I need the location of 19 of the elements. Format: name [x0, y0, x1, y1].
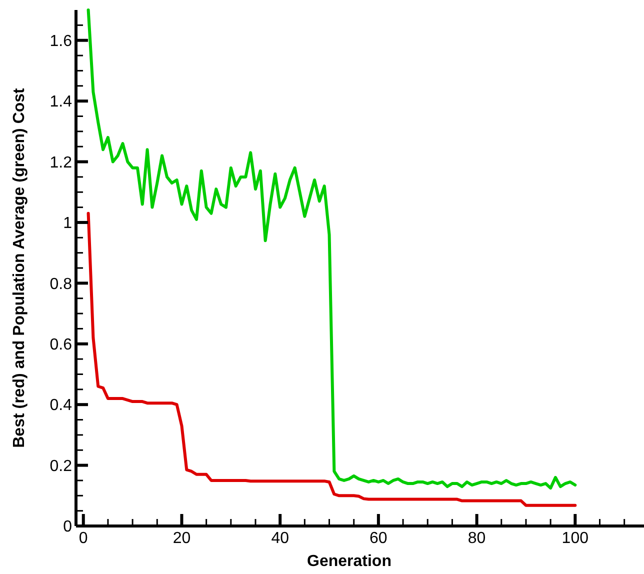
y-tick-label: 0.6	[50, 336, 72, 354]
y-axis-title: Best (red) and Population Average (green) Cost	[11, 87, 28, 448]
y-tick-label: 0.2	[50, 458, 72, 475]
y-tick-label: 1.2	[50, 154, 72, 172]
y-tick-label: 0.4	[50, 397, 72, 414]
x-tick-label: 80	[468, 530, 486, 547]
line-series	[86, 212, 577, 507]
x-tick-label: 0	[78, 530, 88, 547]
x-axis-title: Generation	[307, 553, 392, 570]
line-series	[86, 8, 577, 490]
y-tick-label: 1	[63, 215, 72, 232]
y-tick-label: 0	[63, 518, 72, 536]
y-tick-label: 1.6	[50, 32, 72, 50]
y-tick-label: 1.4	[50, 94, 72, 111]
y-tick-label: 0.8	[50, 276, 72, 293]
x-tick-label: 60	[370, 530, 388, 547]
x-tick-label: 20	[172, 530, 191, 547]
x-tick-label: 40	[271, 530, 290, 547]
x-tick-label: 100	[562, 530, 589, 547]
